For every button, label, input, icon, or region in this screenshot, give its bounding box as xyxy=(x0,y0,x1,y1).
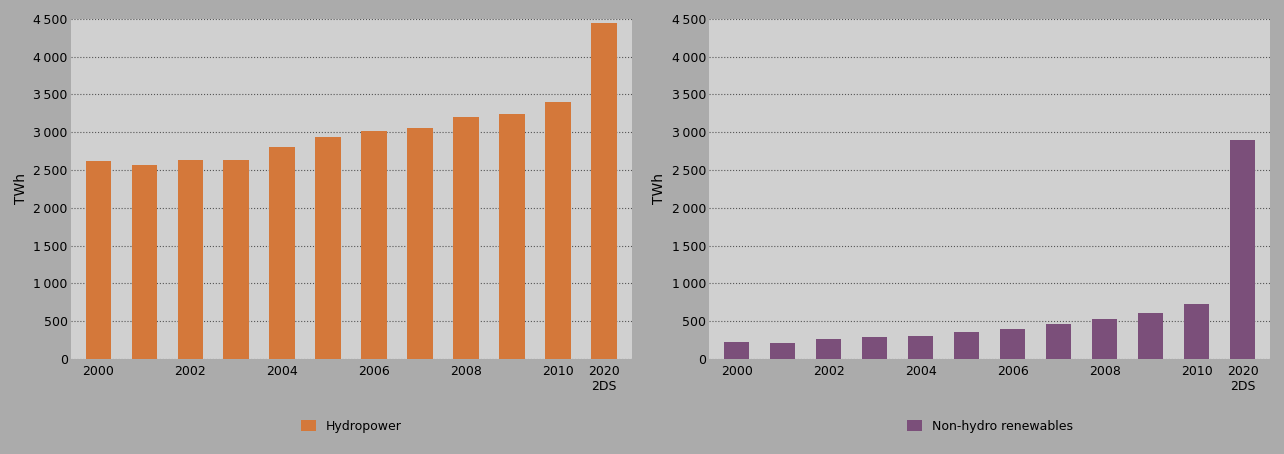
Bar xyxy=(316,137,340,359)
Legend: Hydropower: Hydropower xyxy=(295,415,407,438)
Legend: Non-hydro renewables: Non-hydro renewables xyxy=(901,415,1077,438)
Bar xyxy=(223,160,249,359)
Bar xyxy=(1046,324,1071,359)
Bar xyxy=(546,102,570,359)
Y-axis label: TWh: TWh xyxy=(14,173,28,204)
Bar xyxy=(724,342,750,359)
Bar xyxy=(954,332,980,359)
Bar xyxy=(453,117,479,359)
Bar xyxy=(862,337,887,359)
Bar xyxy=(131,165,157,359)
Bar xyxy=(86,161,110,359)
Bar xyxy=(592,23,616,359)
Bar xyxy=(908,336,933,359)
Bar xyxy=(817,339,841,359)
Bar xyxy=(1000,330,1025,359)
Bar xyxy=(1184,304,1210,359)
Bar xyxy=(270,148,295,359)
Bar xyxy=(1230,140,1256,359)
Bar xyxy=(1091,319,1117,359)
Bar xyxy=(1138,313,1163,359)
Y-axis label: TWh: TWh xyxy=(652,173,666,204)
Bar xyxy=(770,343,795,359)
Bar xyxy=(407,128,433,359)
Bar xyxy=(499,114,525,359)
Bar xyxy=(361,131,386,359)
Bar xyxy=(177,160,203,359)
